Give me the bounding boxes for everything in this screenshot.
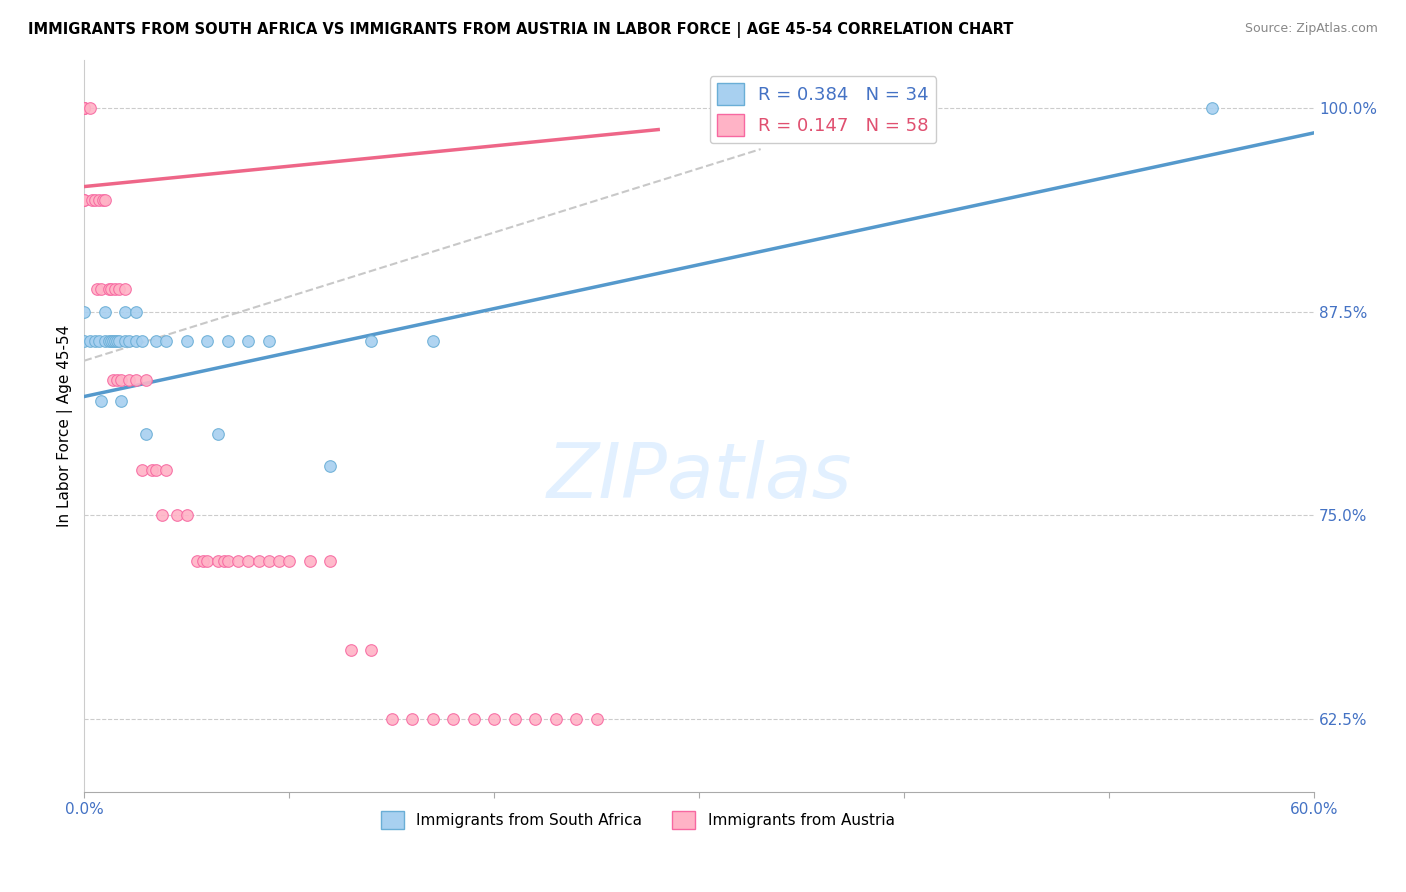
Point — [87, 334, 110, 348]
Point — [135, 426, 157, 441]
Point — [118, 334, 141, 348]
Point — [131, 463, 153, 477]
Point — [193, 554, 215, 568]
Text: ZIPatlas: ZIPatlas — [547, 440, 852, 514]
Point — [585, 712, 607, 726]
Point — [195, 554, 218, 568]
Point — [114, 334, 136, 348]
Point — [118, 373, 141, 387]
Point — [503, 712, 526, 726]
Point — [100, 334, 122, 348]
Point — [339, 643, 361, 657]
Point — [176, 508, 198, 523]
Point — [104, 282, 127, 296]
Point — [73, 305, 96, 319]
Point — [422, 712, 444, 726]
Point — [100, 282, 122, 296]
Point — [247, 554, 270, 568]
Point — [79, 334, 101, 348]
Point — [97, 282, 120, 296]
Point — [73, 102, 96, 116]
Y-axis label: In Labor Force | Age 45-54: In Labor Force | Age 45-54 — [58, 325, 73, 527]
Legend: Immigrants from South Africa, Immigrants from Austria: Immigrants from South Africa, Immigrants… — [374, 805, 901, 836]
Point — [145, 334, 167, 348]
Point — [186, 554, 208, 568]
Point — [422, 334, 444, 348]
Point — [79, 102, 101, 116]
Point — [441, 712, 464, 726]
Point — [257, 334, 280, 348]
Point — [381, 712, 404, 726]
Point — [207, 554, 229, 568]
Point — [108, 282, 131, 296]
Point — [86, 282, 108, 296]
Point — [1201, 102, 1223, 116]
Point — [319, 459, 342, 474]
Point — [217, 334, 239, 348]
Point — [83, 334, 105, 348]
Point — [104, 334, 127, 348]
Point — [108, 334, 131, 348]
Point — [94, 305, 117, 319]
Point — [565, 712, 588, 726]
Point — [101, 373, 124, 387]
Point — [110, 373, 132, 387]
Point — [124, 373, 146, 387]
Point — [87, 193, 110, 207]
Point — [544, 712, 567, 726]
Point — [176, 334, 198, 348]
Point — [110, 394, 132, 409]
Point — [135, 373, 157, 387]
Point — [73, 193, 96, 207]
Point — [73, 193, 96, 207]
Point — [278, 554, 301, 568]
Point — [90, 282, 112, 296]
Point — [195, 334, 218, 348]
Point — [141, 463, 163, 477]
Point — [90, 394, 112, 409]
Point — [238, 554, 260, 568]
Point — [150, 508, 173, 523]
Point — [114, 282, 136, 296]
Point — [155, 463, 177, 477]
Point — [73, 102, 96, 116]
Point — [101, 334, 124, 348]
Point — [82, 193, 104, 207]
Point — [145, 463, 167, 477]
Point — [94, 193, 117, 207]
Point — [105, 334, 128, 348]
Point — [226, 554, 249, 568]
Point — [319, 554, 342, 568]
Point — [238, 334, 260, 348]
Point — [124, 334, 146, 348]
Point — [105, 373, 128, 387]
Point — [94, 334, 117, 348]
Point — [212, 554, 235, 568]
Point — [524, 712, 547, 726]
Point — [83, 193, 105, 207]
Point — [484, 712, 506, 726]
Text: Source: ZipAtlas.com: Source: ZipAtlas.com — [1244, 22, 1378, 36]
Point — [463, 712, 485, 726]
Point — [91, 193, 114, 207]
Point — [114, 305, 136, 319]
Point — [298, 554, 321, 568]
Point — [97, 334, 120, 348]
Point — [257, 554, 280, 568]
Point — [267, 554, 290, 568]
Point — [73, 102, 96, 116]
Point — [124, 305, 146, 319]
Point — [360, 643, 382, 657]
Text: IMMIGRANTS FROM SOUTH AFRICA VS IMMIGRANTS FROM AUSTRIA IN LABOR FORCE | AGE 45-: IMMIGRANTS FROM SOUTH AFRICA VS IMMIGRAN… — [28, 22, 1014, 38]
Point — [155, 334, 177, 348]
Point — [207, 426, 229, 441]
Point — [360, 334, 382, 348]
Point — [166, 508, 188, 523]
Point — [217, 554, 239, 568]
Point — [131, 334, 153, 348]
Point — [73, 334, 96, 348]
Point — [401, 712, 423, 726]
